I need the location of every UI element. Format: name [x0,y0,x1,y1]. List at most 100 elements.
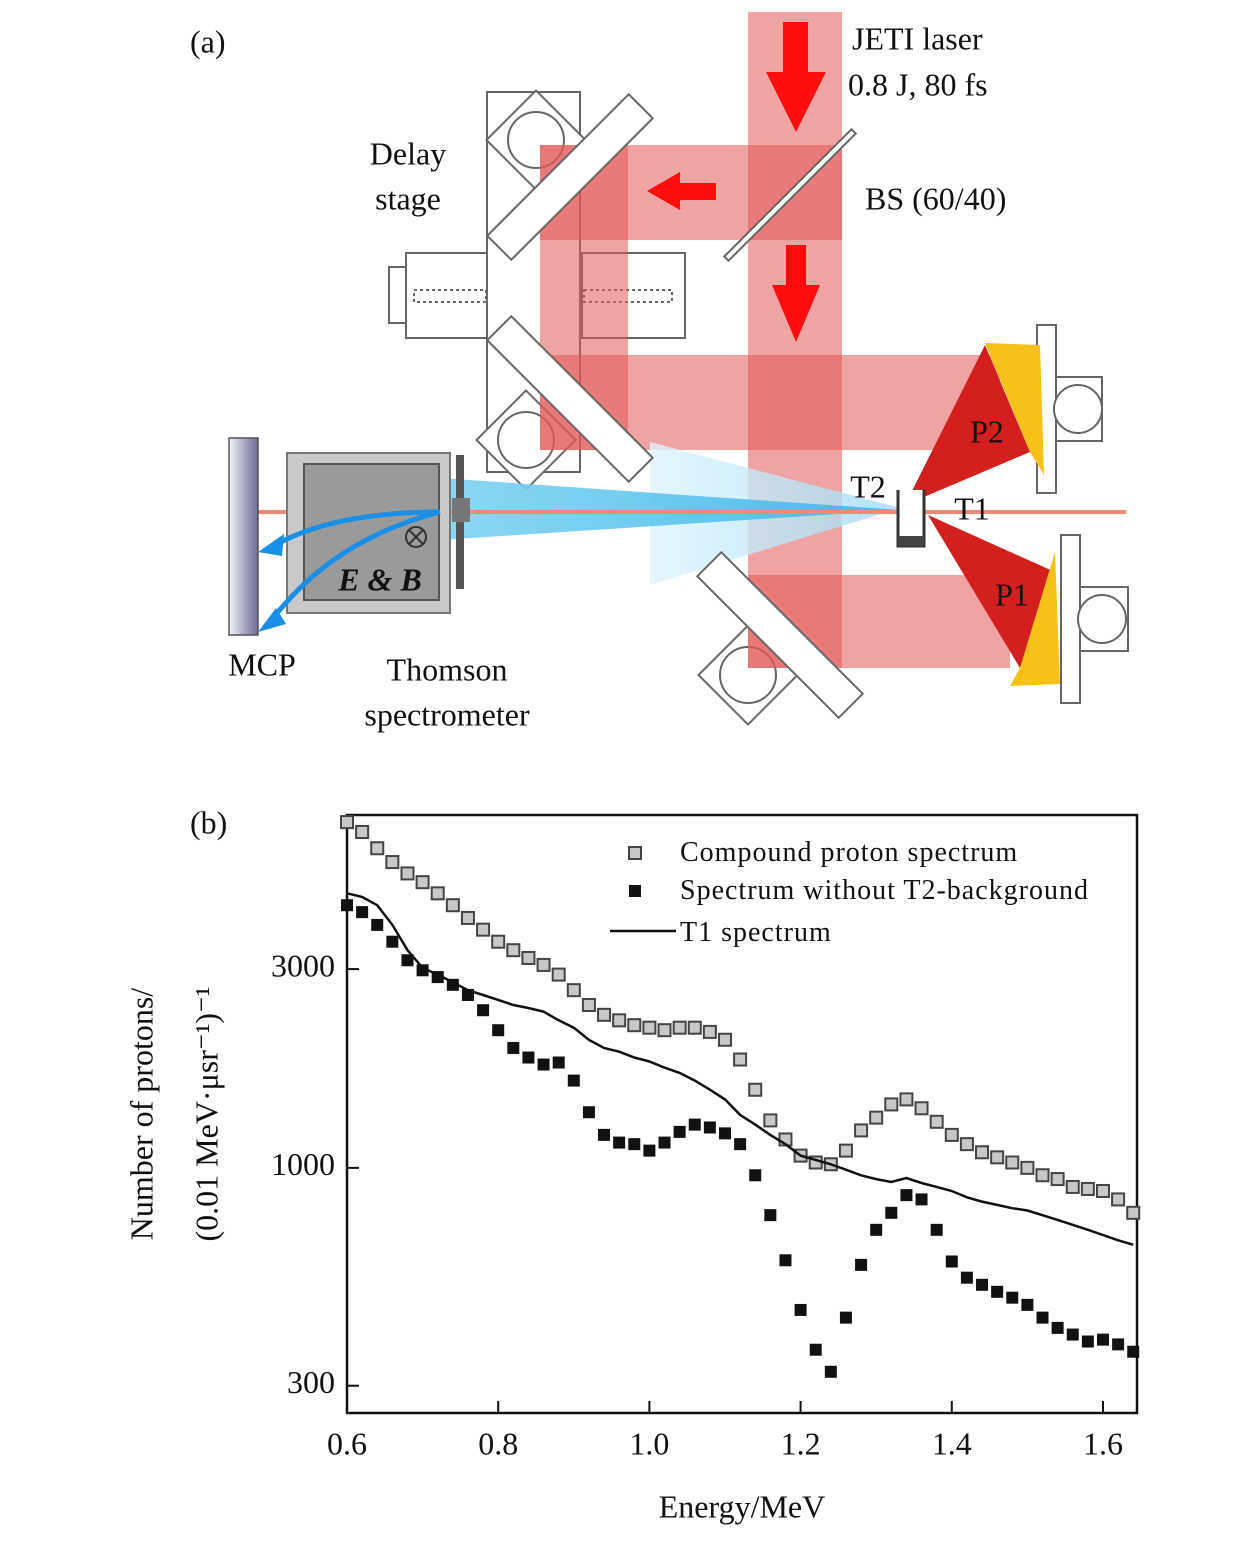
mirrors [485,92,865,720]
p2-mirror [985,343,1044,475]
data-point [1005,1155,1020,1170]
data-point [839,1311,852,1324]
data-point [552,1056,565,1069]
data-point [658,1136,671,1149]
data-point [959,1137,974,1152]
legend-marker [628,846,642,860]
plot-frame [345,813,1139,1415]
legend: Compound proton spectrum Spectrum without… [590,834,1120,952]
data-point [401,954,414,967]
data-point [370,841,385,856]
label: JETI laser [852,20,983,56]
data-point [371,918,384,931]
x-tick-label: 1.4 [932,1425,972,1461]
panel-label: (b) [190,804,227,840]
legend-label: Spectrum without T2-background [680,875,1089,906]
p1-mirror [1010,552,1060,686]
data-point [536,957,551,972]
thomson-field-region [303,463,440,601]
data-point [1095,1183,1110,1198]
data-point [688,1118,701,1131]
data-point [628,1138,641,1151]
data-point [1035,1168,1050,1183]
data-point [1127,1345,1140,1358]
p2-focus [905,345,1030,505]
data-point [477,1004,490,1017]
data-point [884,1097,899,1112]
data-point [385,855,400,870]
legend-item: Spectrum without T2-background [590,872,1120,910]
legend-item: T1 spectrum [590,910,1120,952]
label: P2 [970,413,1004,449]
data-point [643,1144,656,1157]
data-point [1021,1298,1034,1311]
data-point [1112,1338,1125,1351]
data-point [794,1303,807,1316]
data-point [944,1127,959,1142]
data-point [1066,1328,1079,1341]
data-point [900,1189,913,1202]
data-point [854,1123,869,1138]
label: Delay [370,135,446,171]
data-point [929,1114,944,1129]
data-point [764,1209,777,1222]
legend-marker-box [590,834,680,872]
data-point [1006,1291,1019,1304]
data-point [657,1023,672,1038]
data-point [507,1041,520,1054]
p1-focus [928,515,1055,668]
legend-label: T1 spectrum [680,917,832,948]
x-tick-label: 1.0 [629,1425,669,1461]
data-point [521,950,536,965]
data-point [975,1145,990,1160]
data-point [400,866,415,881]
data-point [1081,1335,1094,1348]
x-tick-label: 1.6 [1083,1425,1123,1461]
label: stage [375,180,441,216]
data-point [1111,1192,1126,1207]
data-point [702,1024,717,1039]
spectrum-chart: (b) Energy/MeV Number of protons/ (0.01 … [123,804,1141,1524]
panel-label: (a) [190,23,226,59]
legend-marker-box [590,872,680,910]
data-point [460,910,475,925]
data-point [537,1058,550,1071]
data-point [581,997,596,1012]
y-tick-label: 1000 [271,1146,335,1182]
data-point [990,1150,1005,1165]
data-point [672,1020,687,1035]
data-point [445,898,460,913]
data-point [597,1007,612,1022]
legend-marker [629,885,641,897]
track-arrow [258,608,286,632]
data-point [733,1052,748,1067]
data-point [1096,1333,1109,1346]
y-tick-label: 3000 [271,947,335,983]
data-point [885,1206,898,1219]
label: P1 [995,576,1029,612]
data-point [522,1051,535,1064]
data-point [627,1018,642,1033]
data-point [551,967,566,982]
data-point [642,1020,657,1035]
data-point [491,934,506,949]
data-point [566,983,581,998]
label: BS (60/40) [865,180,1006,216]
data-point [945,1255,958,1268]
data-point [341,899,353,912]
data-point [415,875,430,890]
label: T2 [850,468,886,504]
data-point [915,1193,928,1206]
data-point [838,1143,853,1158]
y-axis-label: Number of protons/ [123,988,159,1241]
data-point [1036,1311,1049,1324]
y-axis-label: (0.01 MeV·μsr⁻¹)⁻¹ [188,987,224,1242]
data-point [416,964,429,977]
data-point [991,1285,1004,1298]
setup-diagram: (a) JETI laser 0.8 J, 80 fs Delay stage … [190,12,1129,732]
data-point [386,935,399,948]
legend-square [629,885,641,897]
data-point [763,1113,778,1128]
